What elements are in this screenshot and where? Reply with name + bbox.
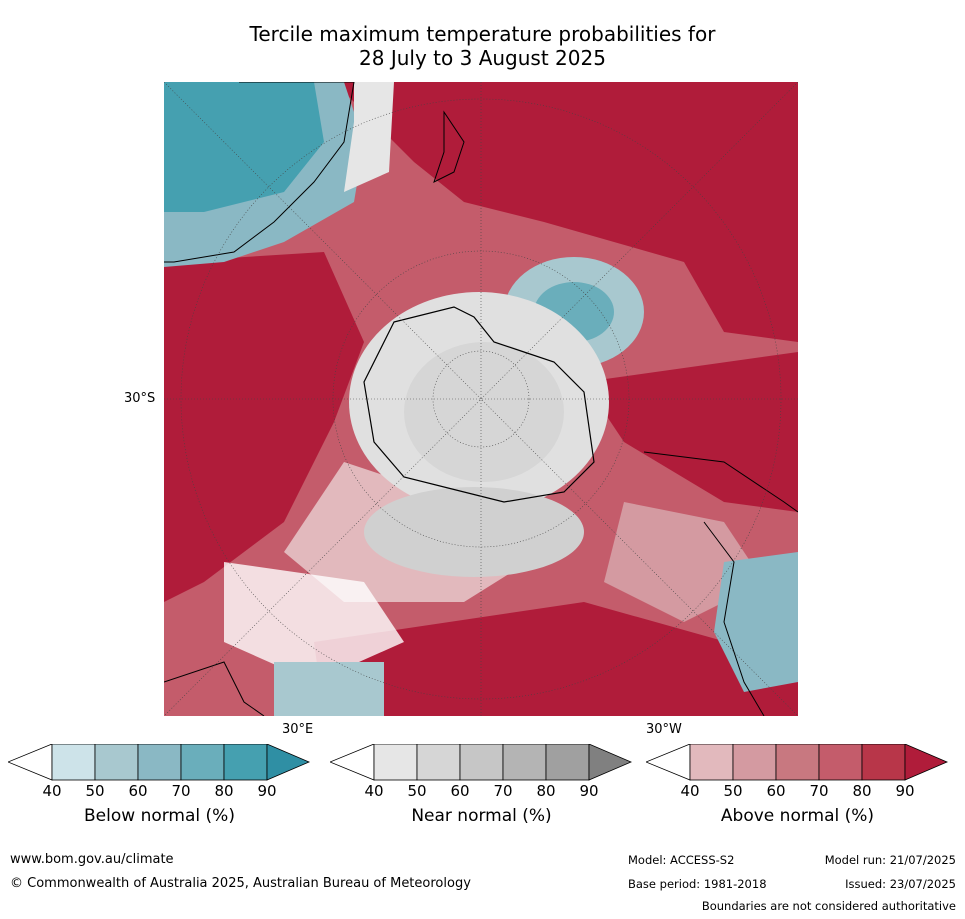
footer-issued: Issued: 23/07/2025 (845, 877, 956, 891)
australia-coastline (164, 82, 355, 263)
colorbar-segment (689, 744, 734, 781)
colorbar-extend-low (330, 744, 375, 781)
region-near-north (344, 82, 394, 192)
colorbar-tick-label: 70 (171, 782, 191, 800)
label-30w: 30°W (646, 722, 682, 737)
colorbar-tick-label: 70 (809, 782, 829, 800)
colorbar-segment (775, 744, 820, 781)
footer-url[interactable]: www.bom.gov.au/climate (10, 852, 174, 867)
graticule-lon-diag-1 (164, 82, 798, 716)
colorbar-tick-label: 40 (42, 782, 62, 800)
south-america-coastline (643, 451, 798, 716)
region-above-dark-north (334, 82, 798, 342)
colorbar-tick-label: 80 (214, 782, 234, 800)
colorbar-segment (137, 744, 182, 781)
colorbar-tick-label: 60 (128, 782, 148, 800)
footer-copyright: © Commonwealth of Australia 2025, Austra… (10, 876, 471, 891)
colorbar-below (8, 744, 310, 781)
colorbar-segment (416, 744, 461, 781)
colorbar-tick-label: 90 (257, 782, 277, 800)
region-above-dark-east (584, 352, 798, 512)
colorbar-segment (502, 744, 547, 781)
footer-disclaimer: Boundaries are not considered authoritat… (701, 899, 956, 913)
label-30s: 30°S (124, 391, 156, 406)
footer-model-run: Model run: 21/07/2025 (824, 853, 956, 867)
title-line-2: 28 July to 3 August 2025 (359, 46, 606, 70)
colorbar-below-label: Below normal (%) (84, 806, 235, 826)
colorbar-extend-high (588, 744, 632, 781)
map-title: Tercile maximum temperature probabilitie… (0, 22, 965, 70)
colorbar-extend-high (266, 744, 310, 781)
colorbar-tick-label: 80 (536, 782, 556, 800)
colorbar-extend-high (904, 744, 948, 781)
label-30e: 30°E (282, 722, 314, 737)
colorbar-near-label: Near normal (%) (411, 806, 552, 826)
graticule-lat-80 (432, 350, 530, 448)
graticule-lat-30 (180, 98, 782, 700)
antarctica-coastline (363, 306, 595, 503)
colorbar-above-label: Above normal (%) (720, 806, 875, 826)
region-below-south-america (714, 552, 798, 692)
colorbar-segment (223, 744, 268, 781)
region-near-pole-inner (404, 342, 564, 482)
footer-model: Model: ACCESS-S2 (628, 853, 735, 867)
title-line-1: Tercile maximum temperature probabilitie… (249, 22, 716, 46)
region-near-south (364, 487, 584, 577)
colorbar-tick-label: 60 (450, 782, 470, 800)
colorbar-tick-label: 50 (85, 782, 105, 800)
colorbar-tick-label: 90 (579, 782, 599, 800)
colorbar-extend-low (8, 744, 53, 781)
colorbar-extend-low (646, 744, 691, 781)
colorbar-above (646, 744, 948, 781)
new-zealand-coastline (433, 110, 465, 183)
probability-map (164, 82, 798, 716)
colorbar-tick-label: 50 (723, 782, 743, 800)
colorbar-segment (818, 744, 863, 781)
colorbar-tick-label: 40 (680, 782, 700, 800)
region-above-dark-south (314, 602, 798, 716)
colorbar-segment (861, 744, 906, 781)
colorbar-segment (732, 744, 777, 781)
colorbar-segment (180, 744, 225, 781)
colorbar-segment (545, 744, 590, 781)
colorbar-tick-label: 90 (895, 782, 915, 800)
region-below-south (274, 662, 384, 716)
map-svg (164, 82, 798, 716)
colorbar-segment (94, 744, 139, 781)
colorbar-segment (459, 744, 504, 781)
graticule-lon-diag-2 (164, 82, 798, 716)
colorbar-tick-label: 60 (766, 782, 786, 800)
footer-base-period: Base period: 1981-2018 (628, 877, 767, 891)
region-low-confidence (224, 562, 404, 682)
colorbar-tick-label: 40 (364, 782, 384, 800)
colorbar-near (330, 744, 632, 781)
colorbar-tick-label: 80 (852, 782, 872, 800)
region-above-dark-west (164, 252, 364, 602)
region-below-dark-northwest (164, 82, 324, 212)
colorbar-tick-label: 70 (493, 782, 513, 800)
colorbar-segment (373, 744, 418, 781)
africa-coastline (164, 661, 265, 716)
colorbar-tick-label: 50 (407, 782, 427, 800)
colorbar-segment (51, 744, 96, 781)
